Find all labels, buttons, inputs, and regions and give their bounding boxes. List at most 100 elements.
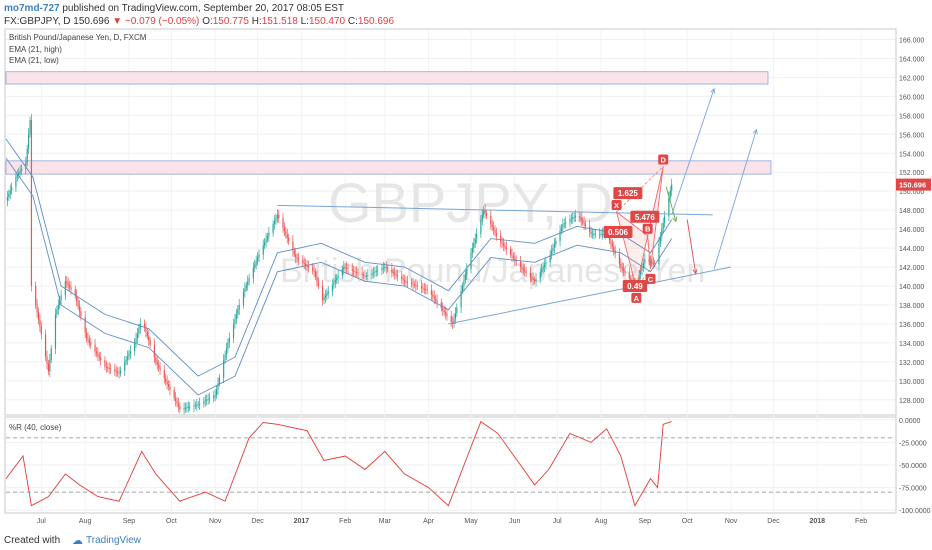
candle-body <box>535 278 537 282</box>
candle-body <box>391 269 393 273</box>
time-axis[interactable]: Jul Aug Sep Oct Nov Dec 2017 Feb Mar Apr May Jun Jul… <box>37 518 867 525</box>
candle-body <box>661 229 663 237</box>
candle-body <box>244 288 246 293</box>
high-label: H: <box>251 16 262 27</box>
candle-body <box>213 395 215 399</box>
price-tick-label: 136.000 <box>899 322 924 329</box>
candle-body <box>207 398 209 400</box>
legend-wr[interactable]: %R (40, close) <box>9 423 62 432</box>
chart-header: mo7md-727 published on TradingView.com, … <box>4 2 924 30</box>
candle-body <box>569 219 571 223</box>
candle-body <box>44 334 47 357</box>
candle-body <box>256 257 259 262</box>
legend-ema-high[interactable]: EMA (21, high) <box>9 45 62 54</box>
candle-body <box>618 253 620 264</box>
footer: Created with ☁ TradingView <box>0 530 932 550</box>
candle-body <box>85 332 88 339</box>
candle-body <box>173 389 175 399</box>
time-tick-label: Aug <box>79 518 92 525</box>
candle-body <box>648 259 650 262</box>
candle-body <box>114 369 116 372</box>
candle-body <box>255 261 257 265</box>
candle-body <box>288 237 290 242</box>
time-tick-label: Nov <box>725 518 738 525</box>
candle-body <box>411 282 413 285</box>
price-tick-label: 148.000 <box>899 208 924 215</box>
candle-body <box>639 270 642 275</box>
lower-trendline[interactable] <box>448 266 732 325</box>
candle-body <box>316 276 318 282</box>
candle-body <box>321 286 324 301</box>
projection-arrow-line[interactable] <box>713 129 757 270</box>
candle-body <box>543 264 546 268</box>
candle-body <box>387 268 389 270</box>
candle-body <box>542 267 544 270</box>
harmonic-ratio-line <box>636 268 651 289</box>
resistance-zones[interactable] <box>5 71 772 175</box>
candle-body <box>422 287 424 289</box>
candle-body <box>224 354 226 361</box>
candle-body <box>623 268 625 271</box>
candle-body <box>125 359 127 363</box>
candle-body <box>313 270 315 272</box>
time-tick-label: Aug <box>595 518 608 525</box>
resistance-zone[interactable] <box>5 160 772 175</box>
ema-low-line <box>5 157 673 396</box>
projection-arrow-line[interactable] <box>665 186 677 222</box>
time-tick-label: Sep <box>639 518 652 525</box>
candle-body <box>138 328 140 334</box>
candle-body <box>502 243 505 246</box>
price-chart[interactable]: GBPJPY, D British Pound/Japanese Yen XAB… <box>0 0 932 530</box>
candle-body <box>305 264 307 266</box>
harmonic-point-badge <box>611 200 622 211</box>
price-axis[interactable]: 166.000 164.000 162.000 160.000 158.000 156.0… <box>896 37 931 515</box>
harmonic-point-badge <box>631 292 642 303</box>
projection-arrow-head <box>710 87 716 94</box>
candle-body <box>84 316 86 333</box>
symbol-text: FX:GBPJPY, D 150.696 <box>4 16 110 27</box>
candle-body <box>372 272 375 274</box>
drawings-layer[interactable]: X A B C D 1.625 0.506 5.476 0.49 <box>277 87 758 325</box>
candle-body <box>454 312 457 319</box>
candle-body <box>97 353 99 356</box>
candle-body <box>413 284 416 286</box>
candle-body <box>18 172 20 175</box>
candle-body <box>584 224 587 227</box>
price-tick-label: 140.000 <box>899 284 924 291</box>
candle-body <box>20 168 23 171</box>
candle-body <box>282 218 284 229</box>
candle-body <box>591 233 594 235</box>
candle-body <box>621 267 623 269</box>
resistance-zone[interactable] <box>5 71 769 85</box>
time-tick-label: Dec <box>251 518 264 525</box>
candle-body <box>276 214 278 218</box>
candle-body <box>495 232 498 236</box>
candle-body <box>165 378 167 382</box>
brand-text[interactable]: TradingView <box>86 535 142 546</box>
candle-body <box>474 238 476 244</box>
candle-body <box>490 215 492 225</box>
candle-body <box>357 272 359 274</box>
candle-body <box>522 268 524 270</box>
projection-arrow-line[interactable] <box>686 219 697 274</box>
candle-body <box>265 239 267 243</box>
price-tick-label: 146.000 <box>899 227 924 234</box>
candle-body <box>430 290 433 295</box>
candle-body <box>189 406 191 408</box>
projection-arrow-line[interactable] <box>671 88 715 216</box>
candle-body <box>215 389 218 396</box>
candle-body <box>327 291 329 294</box>
time-tick-label: 2017 <box>294 518 310 525</box>
candle-body <box>218 377 221 384</box>
candle-body <box>371 273 373 276</box>
candle-body <box>659 236 661 244</box>
harmonic-ratio-label: 5.476 <box>635 213 656 222</box>
candle-body <box>355 272 358 273</box>
candle-body <box>104 360 106 367</box>
candle-body <box>550 250 553 255</box>
username-link[interactable]: mo7md-727 <box>4 3 60 14</box>
williams-r-line <box>5 420 672 507</box>
legend-ema-low[interactable]: EMA (21, low) <box>9 56 59 65</box>
candle-body <box>35 286 37 305</box>
harmonic-point-badge <box>658 154 669 165</box>
